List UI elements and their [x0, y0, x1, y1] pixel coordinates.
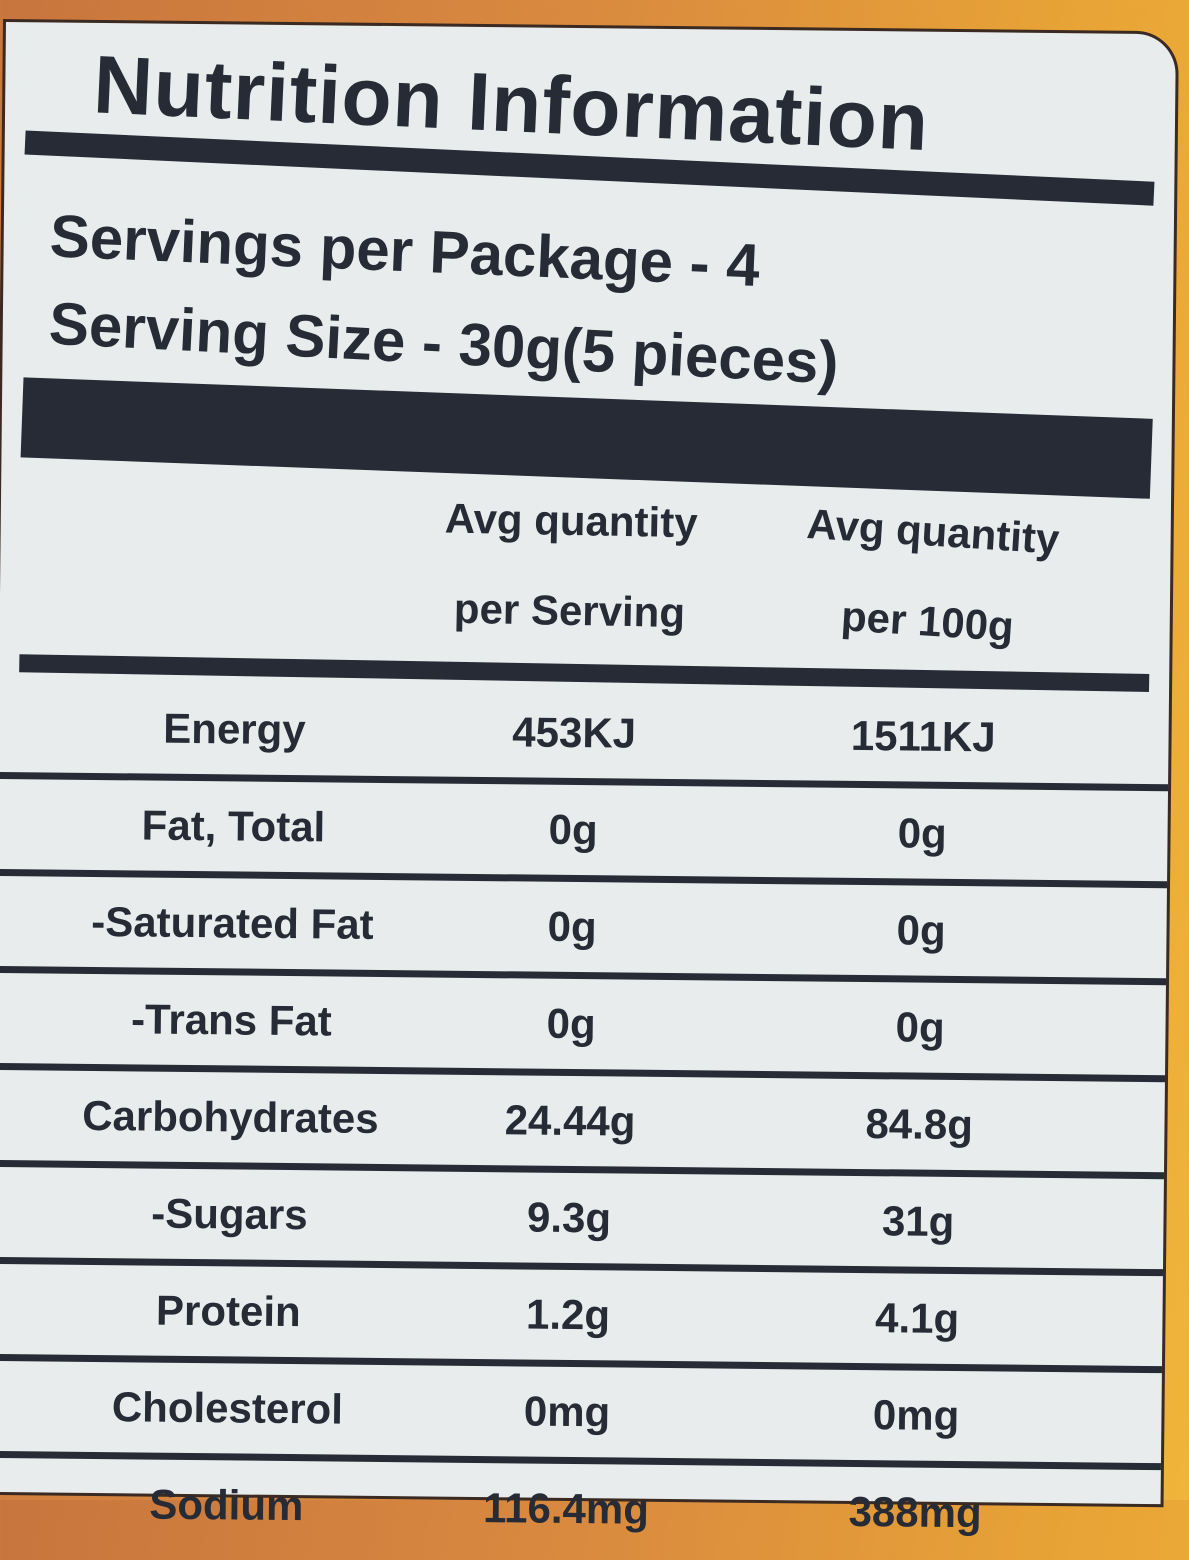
per-100g-value: 0g — [896, 906, 946, 954]
column-header-per-100g: Avg quantity per 100g — [805, 499, 1061, 650]
per-100g-value: 0mg — [872, 1391, 960, 1440]
per-100g-value: 388mg — [848, 1487, 982, 1537]
per-serving-value: 453KJ — [512, 708, 637, 757]
nutrient-table: Energy 453KJ 1511KJ Fat, Total 0g 0g -Sa… — [0, 681, 1170, 1560]
table-row: Sodium 116.4mg 388mg — [0, 1458, 1161, 1560]
table-row: Protein 1.2g 4.1g — [0, 1263, 1163, 1374]
per-100g-value: 31g — [881, 1197, 955, 1245]
per-serving-value: 0g — [548, 805, 598, 854]
nutrient-name: Protein — [155, 1286, 301, 1336]
per-serving-value: 116.4mg — [482, 1484, 650, 1533]
per-serving-value: 0g — [546, 999, 596, 1048]
table-row: Energy 453KJ 1511KJ — [0, 681, 1170, 792]
per-serving-value: 0g — [547, 902, 597, 951]
per-100g-value: 4.1g — [874, 1294, 960, 1343]
nutrition-label: Nutrition Information Servings per Packa… — [0, 22, 1176, 1536]
serving-size: Serving Size - 30g(5 pieces) — [47, 289, 841, 397]
nutrient-name: -Saturated Fat — [91, 897, 374, 948]
per-serving-value: 9.3g — [526, 1193, 612, 1242]
table-row: -Sugars 9.3g 31g — [0, 1166, 1164, 1277]
per-100g-value: 0g — [895, 1003, 945, 1051]
nutrient-name: -Trans Fat — [130, 995, 333, 1045]
nutrient-name: Sodium — [149, 1480, 304, 1530]
per-serving-value: 0mg — [523, 1387, 611, 1436]
column-header-per-serving: Avg quantity per Serving — [444, 494, 699, 637]
nutrient-name: -Sugars — [150, 1189, 308, 1239]
per-100g-value: 84.8g — [865, 1100, 974, 1149]
servings-per-package: Servings per Package - 4 — [48, 202, 762, 300]
table-row: Cholesterol 0mg 0mg — [0, 1360, 1162, 1471]
per-serving-value: 1.2g — [525, 1290, 611, 1339]
nutrient-name: Carbohydrates — [81, 1091, 379, 1142]
per-100g-value: 1511KJ — [850, 711, 996, 761]
nutrient-name: Energy — [163, 704, 306, 754]
table-row: Carbohydrates 24.44g 84.8g — [0, 1069, 1165, 1180]
table-row: Fat, Total 0g 0g — [0, 778, 1169, 889]
nutrient-name: Cholesterol — [111, 1383, 344, 1433]
per-100g-value: 0g — [897, 809, 947, 857]
table-row: -Saturated Fat 0g 0g — [0, 875, 1167, 986]
nutrient-name: Fat, Total — [141, 801, 326, 851]
per-serving-value: 24.44g — [504, 1096, 636, 1145]
table-row: -Trans Fat 0g 0g — [0, 972, 1166, 1083]
